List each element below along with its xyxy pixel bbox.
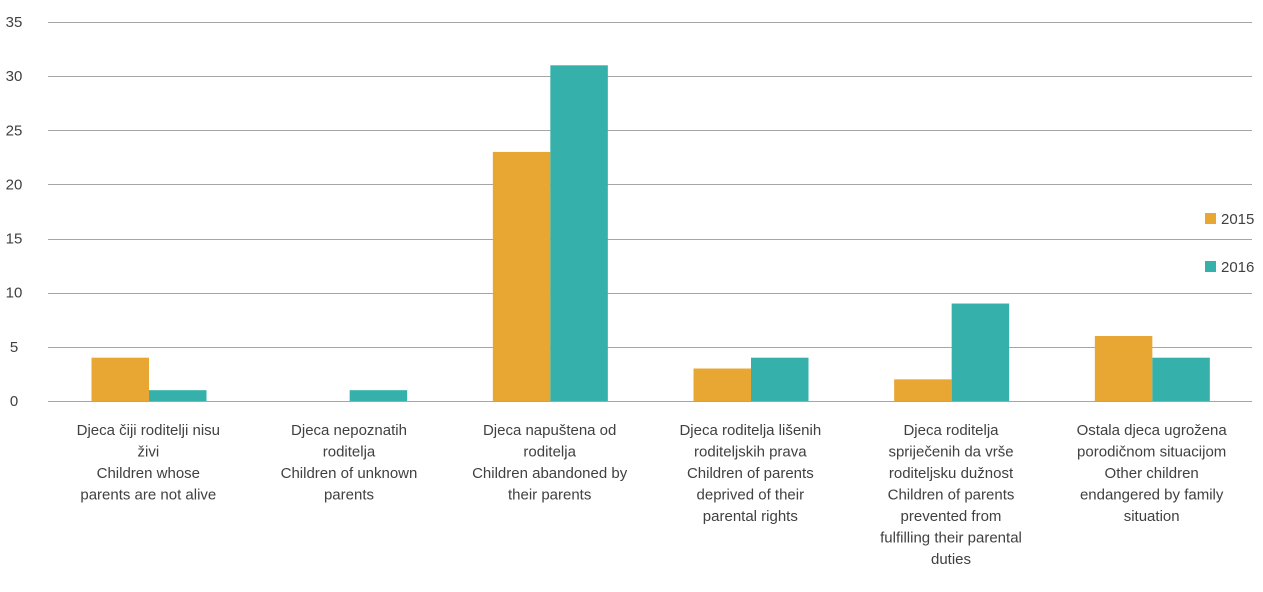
category-label-line: parents (324, 487, 374, 504)
category-label-line: Djeca nepoznatih (291, 422, 407, 439)
category-label-4: Djeca roditelja lišenih roditeljskih prav… (679, 422, 821, 525)
category-label-2: Djeca nepoznatih roditelja Children of unk… (281, 422, 418, 504)
category-label-line: fulfilling their parental (880, 530, 1022, 547)
category-label-line: Other children (1105, 465, 1199, 482)
category-label-line: živi (137, 444, 159, 461)
y-tick-label-10: 10 (6, 285, 23, 302)
category-label-line: parents are not alive (80, 487, 216, 504)
category-label-line: endangered by family (1080, 487, 1224, 504)
legend-swatch-2015 (1205, 213, 1216, 224)
bar-2015-cat-3 (492, 151, 551, 401)
bar-2015-cat-1 (91, 357, 149, 401)
category-label-line: roditelja (323, 444, 376, 461)
bar-2016-cat-1 (149, 390, 207, 401)
grid-lines (48, 22, 1252, 402)
category-label-1: Djeca čiji roditelji nisu živi Children wh… (77, 422, 220, 504)
category-label-line: porodičnom situacijom (1077, 444, 1226, 461)
category-label-line: Children abandoned by (472, 465, 628, 482)
y-tick-label-20: 20 (6, 176, 23, 193)
category-label-line: their parents (508, 487, 591, 504)
legend-swatch-2016 (1205, 261, 1216, 272)
category-label-line: Children of parents (888, 487, 1015, 504)
category-label-line: Djeca roditelja lišenih (679, 422, 821, 439)
bar-2015-cat-5 (894, 379, 952, 401)
category-label-line: Djeca roditelja (903, 422, 999, 439)
bar-2016-cat-5 (951, 303, 1010, 401)
y-tick-label-25: 25 (6, 122, 23, 139)
category-label-line: duties (931, 551, 971, 568)
category-label-3: Djeca napuštena od roditelja Children aban… (472, 422, 628, 504)
category-label-line: roditeljsku dužnost (889, 465, 1014, 482)
category-label-line: spriječenih da vrše (888, 444, 1013, 461)
y-tick-label-30: 30 (6, 68, 23, 85)
category-label-line: Children whose (97, 465, 200, 482)
category-labels: Djeca čiji roditelji nisu živi Children wh… (77, 422, 1228, 568)
category-label-line: Djeca čiji roditelji nisu (77, 422, 220, 439)
bar-2016-cat-2 (349, 390, 408, 401)
category-label-line: Djeca napuštena od (483, 422, 616, 439)
y-tick-label-35: 35 (6, 14, 23, 31)
bars (91, 65, 1210, 402)
y-tick-label-5: 5 (10, 339, 18, 356)
legend-label-2016: 2016 (1221, 259, 1254, 276)
category-label-line: prevented from (901, 508, 1002, 525)
legend-item-2015: 2015 (1205, 211, 1254, 228)
category-label-6: Ostala djeca ugrožena porodičnom situacij… (1077, 422, 1228, 525)
bar-2016-cat-6 (1152, 357, 1210, 401)
bar-2015-cat-6 (1094, 336, 1153, 401)
bar-2016-cat-4 (751, 357, 809, 401)
category-label-line: roditeljskih prava (694, 444, 807, 461)
y-axis-ticks: 0 5 10 15 20 25 30 35 (6, 14, 23, 410)
category-label-line: roditelja (523, 444, 576, 461)
category-label-line: Ostala djeca ugrožena (1077, 422, 1228, 439)
bar-2015-cat-4 (693, 368, 751, 401)
category-label-line: situation (1124, 508, 1180, 525)
category-label-line: Children of unknown (281, 465, 418, 482)
bar-2016-cat-3 (550, 65, 608, 402)
category-label-line: parental rights (703, 508, 798, 525)
legend-item-2016: 2016 (1205, 259, 1254, 276)
legend: 2015 2016 (1205, 211, 1254, 276)
category-label-line: Children of parents (687, 465, 814, 482)
y-tick-label-0: 0 (10, 393, 18, 410)
category-label-line: deprived of their (697, 487, 805, 504)
legend-label-2015: 2015 (1221, 211, 1254, 228)
category-label-5: Djeca roditelja spriječenih da vrše rodite… (880, 422, 1022, 568)
y-tick-label-15: 15 (6, 231, 23, 248)
